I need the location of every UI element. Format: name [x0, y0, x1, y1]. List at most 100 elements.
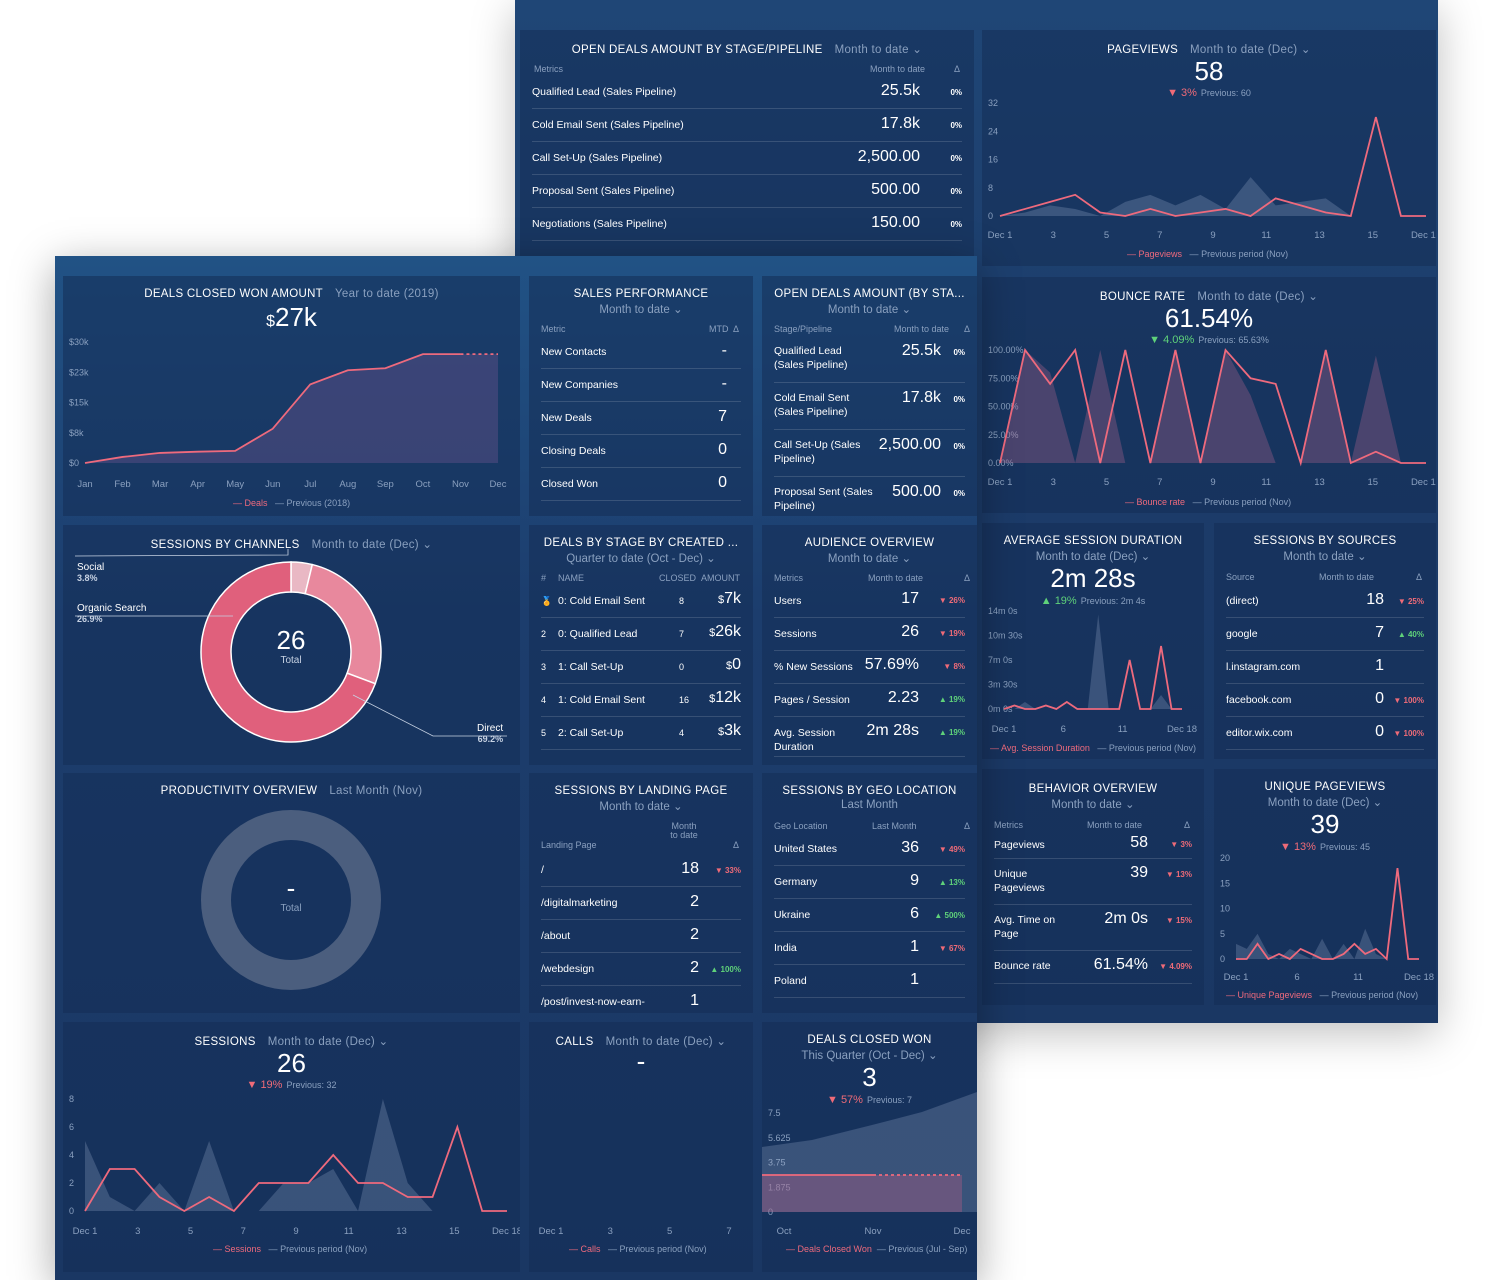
bounce-rate-widget[interactable]: BOUNCE RATE Month to date (Dec) ⌄ 61.54% …: [982, 277, 1436, 513]
x-tick-label: Dec: [490, 479, 507, 490]
y-tick-label: 14m 0s: [988, 606, 1018, 616]
y-tick-label: 25.00%: [988, 430, 1019, 440]
row-name: 1: Call Set-Up: [558, 661, 624, 673]
behavior-overview-widget[interactable]: BEHAVIOR OVERVIEW Month to date ⌄ Metric…: [982, 769, 1204, 1005]
period-select[interactable]: Quarter to date (Oct - Dec) ⌄: [566, 553, 716, 565]
row-label: Call Set-Up (Sales Pipeline): [532, 151, 663, 164]
landing-page-widget[interactable]: SESSIONS BY LANDING PAGE Month to date ⌄…: [529, 773, 753, 1013]
x-tick-label: Dec 18: [492, 1226, 520, 1237]
col-header: Metrics: [774, 573, 803, 583]
row-delta: ▼ 49%: [938, 844, 965, 854]
col-header: #: [541, 573, 547, 583]
avg-session-widget[interactable]: AVERAGE SESSION DURATION Month to date (…: [982, 523, 1204, 759]
deals-by-stage-widget[interactable]: DEALS BY STAGE BY CREATED ... Quarter to…: [529, 525, 753, 765]
sessions-sources-widget[interactable]: SESSIONS BY SOURCES Month to date ⌄ Sour…: [1214, 523, 1436, 759]
row-delta: ▼ 4.09%: [1159, 962, 1192, 971]
col-header: CLOSED: [659, 573, 697, 583]
col-header: Month to date: [1319, 572, 1375, 582]
period-select[interactable]: Month to date (Dec) ⌄: [1190, 44, 1311, 56]
period-select[interactable]: Month to date ⌄: [1051, 799, 1135, 811]
period-select[interactable]: This Quarter (Oct - Dec) ⌄: [801, 1050, 938, 1062]
period-select[interactable]: Month to date (Dec) ⌄: [1267, 797, 1383, 809]
row-value: 25.5k: [901, 342, 941, 359]
col-header: Δ: [954, 64, 961, 74]
col-header: Δ: [964, 324, 971, 334]
row-delta: 0%: [950, 120, 962, 130]
geo-location-widget[interactable]: SESSIONS BY GEO LOCATION Last Month Geo …: [762, 773, 977, 1013]
x-tick-label: 15: [1367, 477, 1378, 488]
sales-performance-widget[interactable]: SALES PERFORMANCE Month to date ⌄ Metric…: [529, 276, 753, 516]
kpi-delta: ▼ 4.09%: [1149, 334, 1195, 346]
period-select[interactable]: Month to date ⌄: [1283, 551, 1367, 563]
period-select[interactable]: Month to date ⌄: [827, 553, 912, 565]
audience-overview-widget[interactable]: AUDIENCE OVERVIEW Month to date ⌄ Metric…: [762, 525, 977, 765]
donut-slice-direct[interactable]: [200, 561, 377, 743]
unique-pageviews-widget[interactable]: UNIQUE PAGEVIEWS Month to date (Dec) ⌄ 3…: [1214, 769, 1436, 1005]
period-select[interactable]: Month to date ⌄: [827, 304, 912, 316]
deals-won-amount-widget[interactable]: DEALS CLOSED WON AMOUNT Year to date (201…: [63, 276, 520, 516]
period-select[interactable]: Last Month (Nov): [329, 785, 423, 797]
productivity-widget[interactable]: PRODUCTIVITY OVERVIEW Last Month (Nov) - …: [63, 773, 520, 1013]
row-value: 0: [1375, 689, 1384, 707]
x-tick-label: 13: [1314, 477, 1325, 488]
deals-closed-won-widget[interactable]: DEALS CLOSED WON This Quarter (Oct - Dec…: [762, 1022, 977, 1272]
x-tick-label: 11: [1261, 230, 1271, 241]
row-value: 500.00: [892, 483, 941, 500]
period-select[interactable]: Last Month: [841, 799, 898, 811]
period-select[interactable]: Month to date ⌄: [599, 801, 683, 813]
row-label: (direct): [1226, 594, 1259, 607]
table-row: Qualified Lead (Sales Pipeline) 25.5k 0%: [532, 76, 962, 109]
pageviews-widget[interactable]: PAGEVIEWS Month to date (Dec) ⌄ 58 ▼ 3% Pr…: [982, 30, 1436, 266]
widget-title: DEALS CLOSED WON: [807, 1034, 932, 1046]
x-tick-label: 6: [1294, 972, 1299, 983]
kpi-value: 58: [1194, 56, 1224, 86]
x-tick-label: 7: [726, 1226, 731, 1237]
row-value: 150.00: [871, 213, 920, 231]
y-tick-label: 3m 30s: [988, 680, 1018, 690]
table-row: /post/invest-now-earn- 1: [541, 986, 741, 1013]
open-deals-stage-widget[interactable]: OPEN DEALS AMOUNT BY STAGE/PIPELINE Month…: [520, 30, 974, 260]
period-select[interactable]: Month to date ⌄: [834, 44, 923, 56]
kpi-value: 39: [1310, 809, 1340, 839]
row-label: New Companies: [541, 378, 619, 391]
period-select[interactable]: Year to date (2019): [335, 288, 439, 300]
deals-line: [84, 353, 461, 464]
sessions-channels-widget[interactable]: SESSIONS BY CHANNELS Month to date (Dec) …: [63, 525, 520, 765]
period-select[interactable]: Month to date ⌄: [599, 304, 683, 316]
row-value: 17: [901, 590, 919, 607]
row-delta: ▼ 3%: [1170, 840, 1192, 849]
y-tick-label: $0: [69, 458, 79, 468]
chart-legend: — Calls — Previous period (Nov): [569, 1244, 707, 1254]
y-tick-label: 1.875: [768, 1182, 791, 1192]
row-label: Pages / Session: [774, 694, 850, 706]
x-tick-label: Dec 1: [539, 1226, 564, 1237]
widget-title: DEALS BY STAGE BY CREATED ...: [543, 537, 739, 549]
period-select[interactable]: Month to date (Dec) ⌄: [1035, 551, 1151, 563]
table-row: editor.wix.com 0 ▼ 100%: [1226, 717, 1424, 750]
period-select[interactable]: Month to date (Dec) ⌄: [311, 539, 433, 551]
y-tick-label: 0: [768, 1207, 773, 1217]
row-delta: ▼ 19%: [938, 629, 965, 638]
row-label: google: [1226, 627, 1258, 640]
x-tick-label: May: [226, 479, 244, 490]
row-label: Cold Email Sent (Sales Pipeline): [774, 392, 850, 418]
table-row: Pages / Session 2.23 ▲ 19%: [774, 684, 965, 717]
row-value: 26: [901, 623, 919, 640]
y-tick-label: 100.00%: [988, 345, 1024, 355]
row-label: facebook.com: [1226, 693, 1292, 706]
row-rank: 2: [541, 629, 547, 639]
period-select[interactable]: Month to date (Dec) ⌄: [1197, 291, 1319, 303]
table-row: google 7 ▲ 40%: [1226, 618, 1424, 651]
calls-widget[interactable]: CALLS Month to date (Dec) ⌄ - 0 Dec 1 3 5 7 —…: [529, 1022, 753, 1272]
period-select[interactable]: Month to date (Dec) ⌄: [605, 1036, 727, 1048]
kpi-previous: Previous: 65.63%: [1198, 335, 1269, 345]
avg-session-chart: 14m 0s 10m 30s 7m 0s 3m 30s 0m 0s Dec 1 6 11 Dec…: [988, 606, 1197, 735]
row-value: 2: [690, 925, 699, 943]
x-tick-label: Feb: [114, 479, 130, 490]
open-deals-by-stage-widget[interactable]: OPEN DEALS AMOUNT (BY STA... Month to da…: [762, 276, 977, 516]
period-select[interactable]: Month to date (Dec) ⌄: [267, 1036, 389, 1048]
sessions-widget[interactable]: SESSIONS Month to date (Dec) ⌄ 26 ▼ 19% Pr…: [63, 1022, 520, 1272]
sessions-line: [84, 1124, 507, 1213]
y-tick-label: $8k: [69, 428, 84, 438]
table-row: Closing Deals 0: [541, 435, 741, 468]
